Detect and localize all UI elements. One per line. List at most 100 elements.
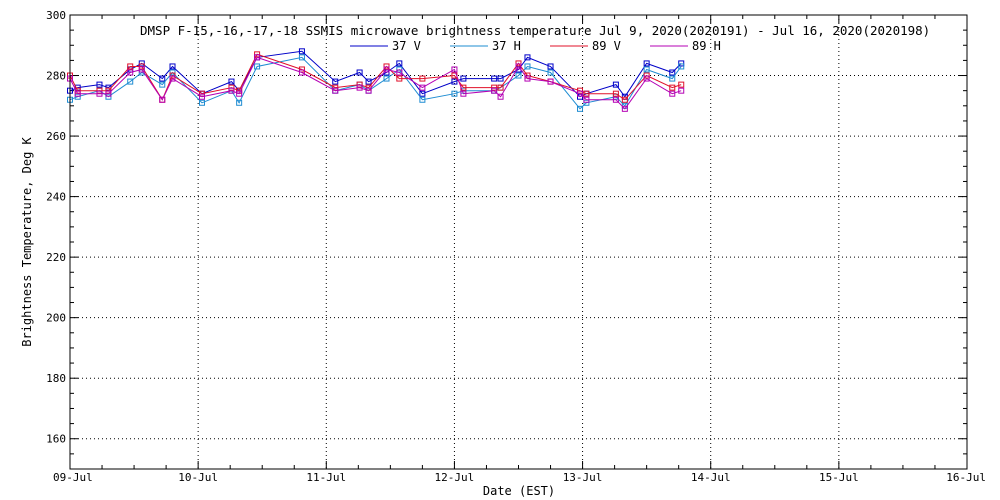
data-point-marker [383, 63, 390, 70]
data-point-marker [583, 96, 590, 103]
data-point-marker [577, 90, 584, 97]
data-point-marker [105, 90, 112, 97]
data-point-marker [396, 60, 403, 67]
data-point-marker [524, 75, 531, 82]
data-point-marker [159, 81, 166, 88]
series-37-v [67, 48, 685, 100]
data-point-marker [228, 78, 235, 85]
grid-lines [70, 15, 967, 469]
y-tick-label: 200 [46, 312, 66, 325]
data-point-marker [451, 90, 458, 97]
y-tick-label: 240 [46, 191, 66, 204]
data-point-marker [419, 90, 426, 97]
data-point-marker [669, 69, 676, 76]
data-point-marker [332, 78, 339, 85]
data-point-marker [298, 48, 305, 55]
data-point-marker [198, 93, 205, 100]
data-point-marker [643, 72, 650, 79]
data-point-marker [460, 75, 467, 82]
data-point-marker [491, 75, 498, 82]
data-point-marker [497, 75, 504, 82]
data-point-marker [254, 54, 261, 61]
data-point-marker [396, 66, 403, 73]
data-point-marker [138, 60, 145, 67]
x-tick-label: 15-Jul [819, 471, 859, 484]
data-point-marker [159, 75, 166, 82]
data-point-marker [643, 66, 650, 73]
y-axis-label: Brightness Temperature, Deg K [20, 136, 34, 346]
data-point-marker [105, 93, 112, 100]
data-point-marker [583, 99, 590, 106]
data-point-marker [678, 63, 685, 70]
data-point-marker [236, 90, 243, 97]
plot-frame [69, 14, 968, 470]
data-point-marker [127, 78, 134, 85]
data-point-marker [198, 99, 205, 106]
data-point-marker [419, 84, 426, 91]
y-tick-label: 220 [46, 251, 66, 264]
x-tick-label: 14-Jul [691, 471, 731, 484]
data-point-marker [298, 66, 305, 73]
data-point-marker [228, 87, 235, 94]
data-point-marker [169, 75, 176, 82]
data-point-marker [497, 93, 504, 100]
data-point-marker [621, 105, 628, 112]
data-point-marker [419, 96, 426, 103]
data-point-marker [74, 93, 81, 100]
legend-label: 37 V [392, 39, 421, 53]
data-point-marker [127, 69, 134, 76]
data-point-marker [491, 84, 498, 91]
y-tick-label: 280 [46, 70, 66, 83]
y-tick-label: 180 [46, 372, 66, 385]
data-point-marker [159, 96, 166, 103]
legend-label: 37 H [492, 39, 521, 53]
data-point-marker [577, 105, 584, 112]
data-point-marker [298, 54, 305, 61]
series-line [69, 56, 682, 110]
legend-label: 89 V [592, 39, 621, 53]
x-tick-label: 09-Jul [53, 471, 93, 484]
data-point-marker [612, 90, 619, 97]
x-tick-label: 12-Jul [435, 471, 475, 484]
data-point-marker [547, 78, 554, 85]
data-point-marker [524, 63, 531, 70]
data-point-marker [127, 63, 134, 70]
data-point-marker [643, 75, 650, 82]
x-axis-label: Date (EST) [483, 484, 555, 498]
data-point-marker [96, 87, 103, 94]
data-point-marker [169, 63, 176, 70]
data-point-marker [332, 87, 339, 94]
data-point-marker [451, 78, 458, 85]
data-point-marker [612, 96, 619, 103]
data-point-marker [383, 75, 390, 82]
series-line [69, 50, 682, 98]
data-point-marker [254, 51, 261, 58]
axis-ticks [69, 14, 968, 470]
data-point-marker [583, 90, 590, 97]
data-point-marker [356, 84, 363, 91]
data-point-marker [547, 63, 554, 70]
data-point-marker [515, 63, 522, 70]
legend-label: 89 H [692, 39, 721, 53]
x-tick-label: 13-Jul [563, 471, 603, 484]
data-point-marker [678, 60, 685, 67]
data-point-marker [612, 81, 619, 88]
y-tick-label: 160 [46, 433, 66, 446]
data-point-marker [298, 69, 305, 76]
data-point-marker [365, 78, 372, 85]
x-tick-label: 16-Jul [946, 471, 986, 484]
data-point-marker [451, 66, 458, 73]
y-tick-labels: 160 180 200 220 240 260 280 300 [46, 9, 66, 446]
data-point-marker [621, 96, 628, 103]
data-point-marker [491, 87, 498, 94]
data-point-marker [547, 69, 554, 76]
data-point-marker [669, 84, 676, 91]
data-point-marker [96, 90, 103, 97]
data-point-marker [96, 81, 103, 88]
data-point-marker [228, 84, 235, 91]
data-point-marker [419, 75, 426, 82]
data-point-marker [497, 84, 504, 91]
data-point-marker [365, 87, 372, 94]
data-point-marker [138, 66, 145, 73]
